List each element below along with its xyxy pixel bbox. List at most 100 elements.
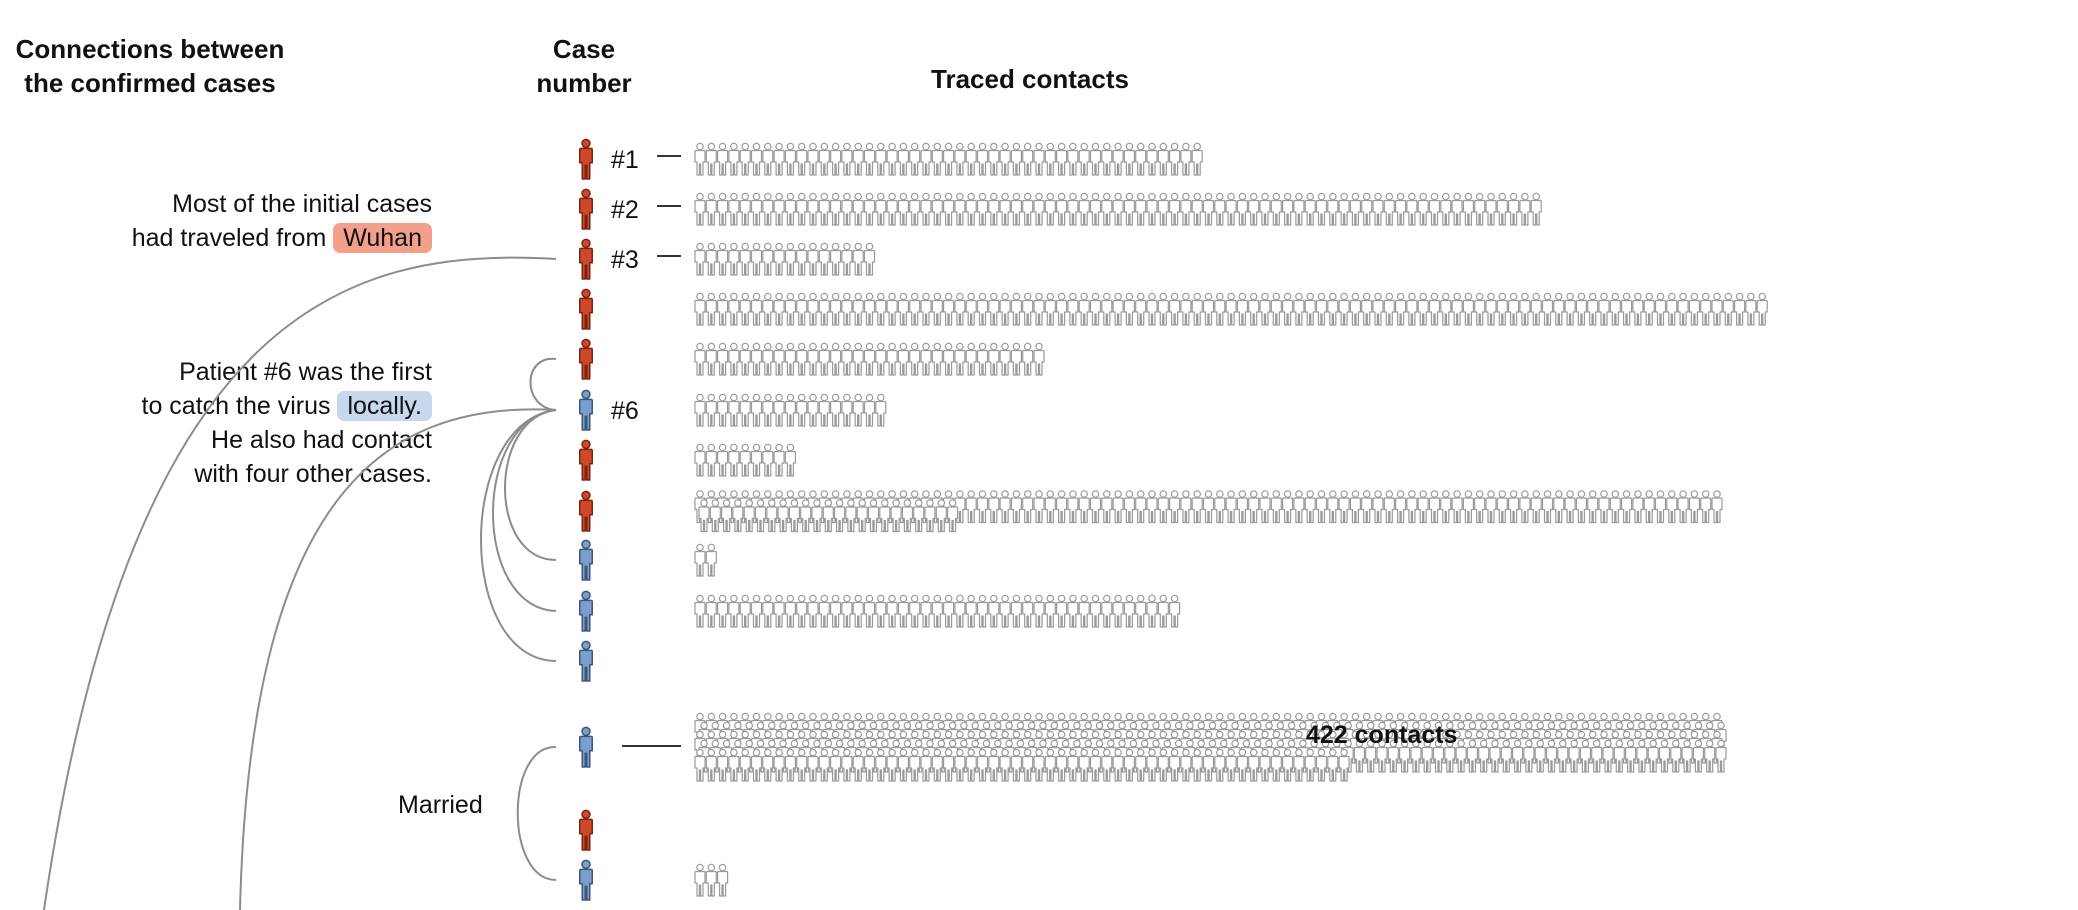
contact-person-icon: [875, 142, 887, 176]
contact-person-icon: [1541, 490, 1554, 524]
contact-person-icon: [1304, 292, 1316, 326]
contact-person-icon: [1636, 739, 1648, 773]
contact-person-icon: [1022, 342, 1034, 376]
contact-person-icon: [829, 748, 842, 782]
contact-person-icon: [886, 292, 898, 326]
contact-person-icon: [999, 594, 1011, 628]
contact-person-icon: [694, 443, 706, 477]
contact-person-icon: [901, 499, 914, 533]
contact-person-icon: [965, 292, 977, 326]
contact-person-icon: [1168, 594, 1181, 628]
contact-person-icon: [1564, 292, 1576, 326]
contact-person-icon: [841, 292, 853, 326]
contact-person-icon: [920, 748, 932, 782]
contact-person-icon: [1315, 192, 1328, 226]
contact-person-icon: [1394, 192, 1407, 226]
contact-person-icon: [1681, 739, 1693, 773]
contact-person-icon: [818, 242, 830, 276]
contact-person-icon: [750, 393, 763, 427]
contact-person-icon: [1157, 490, 1169, 524]
contact-person-icon: [1191, 748, 1203, 782]
contact-person-icon: [716, 292, 729, 326]
contact-person-icon: [1485, 192, 1497, 226]
contact-person-icon: [1146, 748, 1158, 782]
contact-person-icon: [1327, 292, 1339, 326]
connector-case6-case9: [504, 409, 557, 561]
contact-person-icon: [773, 142, 785, 176]
contact-person-icon: [728, 748, 740, 782]
contact-person-icon: [698, 499, 710, 533]
contact-person-icon: [879, 499, 891, 533]
contact-person-icon: [1688, 490, 1701, 524]
case-person-icon: [579, 288, 593, 330]
contact-person-icon: [762, 342, 774, 376]
contact-person-icon: [728, 443, 740, 477]
contact-person-icon: [1067, 594, 1079, 628]
contact-person-icon: [1338, 192, 1350, 226]
contact-person-icon: [1168, 748, 1181, 782]
contact-person-icon: [1643, 292, 1655, 326]
contact-person-icon: [1135, 748, 1147, 782]
contact-person-icon: [807, 342, 819, 376]
contact-person-icon: [784, 192, 797, 226]
contact-row: [694, 443, 797, 477]
connections-header: Connections between the confirmed cases: [8, 32, 292, 100]
contact-person-icon: [1044, 594, 1056, 628]
contact-person-icon: [716, 594, 729, 628]
contact-person-icon: [863, 594, 876, 628]
contact-person-icon: [886, 748, 898, 782]
contact-row: [694, 393, 887, 427]
case-person-icon: [579, 389, 593, 431]
connector-case6-case10: [492, 409, 557, 612]
contact-person-icon: [890, 499, 902, 533]
contact-person-icon: [750, 292, 763, 326]
contact-person-icon: [1157, 192, 1169, 226]
contact-person-icon: [1338, 292, 1350, 326]
contact-person-icon: [1462, 292, 1475, 326]
contact-person-icon: [694, 142, 706, 176]
contact-person-icon: [1248, 292, 1260, 326]
contact-person-icon: [1406, 192, 1418, 226]
contact-person-icon: [1428, 292, 1441, 326]
contact-person-icon: [1700, 490, 1712, 524]
contact-person-icon: [796, 142, 808, 176]
contact-person-icon: [913, 499, 925, 533]
contact-person-icon: [1372, 292, 1384, 326]
contact-person-icon: [705, 543, 717, 577]
contact-person-icon: [1225, 292, 1237, 326]
contact-person-icon: [784, 142, 797, 176]
contact-person-icon: [705, 142, 717, 176]
contact-person-icon: [1485, 490, 1497, 524]
contact-person-icon: [1654, 292, 1667, 326]
local-note-prefix: to catch the virus: [141, 392, 331, 420]
contact-person-icon: [750, 342, 763, 376]
contact-person-icon: [1410, 739, 1422, 773]
contact-person-icon: [1383, 292, 1395, 326]
contact-person-icon: [965, 342, 977, 376]
contact-person-icon: [818, 342, 830, 376]
contact-person-icon: [1677, 490, 1689, 524]
contact-person-icon: [1044, 292, 1056, 326]
contacts-callout: 422 contacts: [1306, 721, 1458, 749]
contact-person-icon: [1421, 739, 1433, 773]
contact-person-icon: [1496, 292, 1508, 326]
contact-person-icon: [1055, 292, 1068, 326]
contact-person-icon: [1587, 490, 1599, 524]
contact-person-icon: [750, 192, 763, 226]
contact-person-icon: [1756, 292, 1768, 326]
contact-person-icon: [762, 594, 774, 628]
wuhan-highlight: Wuhan: [333, 223, 432, 253]
contact-person-icon: [1598, 292, 1610, 326]
contact-person-icon: [784, 748, 797, 782]
contact-person-icon: [1455, 739, 1467, 773]
case-number-header-line2: number: [536, 68, 632, 98]
contact-person-icon: [1361, 292, 1373, 326]
contact-person-icon: [863, 342, 876, 376]
contact-person-icon: [1417, 292, 1429, 326]
contact-person-icon: [1349, 292, 1362, 326]
contact-person-icon: [1534, 739, 1546, 773]
contact-person-icon: [1259, 292, 1271, 326]
contact-person-icon: [1598, 490, 1610, 524]
contact-person-icon: [1191, 192, 1203, 226]
contact-person-icon: [796, 748, 808, 782]
